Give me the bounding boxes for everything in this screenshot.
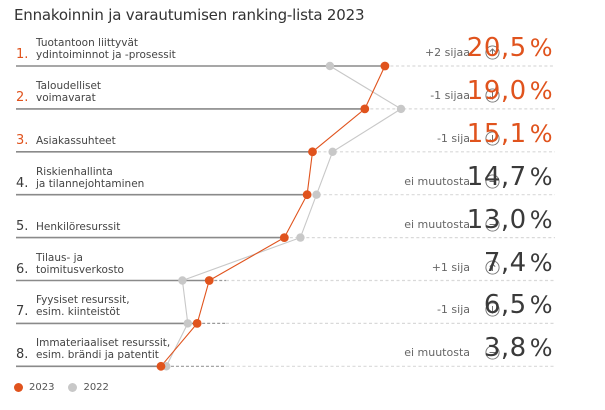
rank-number: 7. xyxy=(16,304,29,320)
chart-title: Ennakoinnin ja varautumisen ranking-list… xyxy=(14,6,365,24)
row-label-line: ja tilannejohtaminen xyxy=(36,177,145,190)
row-label-line: Asiakassuhteet xyxy=(36,134,116,147)
share-number: 13,0 xyxy=(466,204,527,235)
rank-change-text: -1 sija xyxy=(436,303,470,317)
percent-sign: % xyxy=(529,205,553,234)
rank-change-text: -1 sija xyxy=(436,131,470,145)
share-number: 20,5 xyxy=(466,33,527,63)
share-value: 14,7% xyxy=(467,162,553,192)
rank-change-text: -1 sijaa xyxy=(430,88,470,102)
share-value: 19,0% xyxy=(467,76,553,106)
legend-swatch-2023 xyxy=(14,383,23,392)
row-label-line: Fyysiset resurssit, xyxy=(36,294,130,307)
row-label: Taloudelliset voimavarat xyxy=(36,80,101,104)
legend-swatch-2022 xyxy=(68,383,78,392)
row-label-line: Henkilöresurssit xyxy=(36,220,121,233)
arrow-up-circle-icon xyxy=(485,45,500,60)
share-number: 6,5 xyxy=(483,290,527,321)
point-2023 xyxy=(308,147,317,157)
arrow-up-circle-icon xyxy=(485,259,500,275)
percent-sign: % xyxy=(529,119,553,148)
point-2023 xyxy=(302,190,312,200)
row-label: Henkilöresurssit xyxy=(36,221,120,233)
row-label: Asiakassuhteet xyxy=(36,135,116,147)
row-label: Fyysiset resurssit, esim. kiinteistöt xyxy=(36,294,130,318)
rank-number: 2. xyxy=(16,89,29,105)
percent-sign: % xyxy=(529,334,553,363)
rank-number: 4. xyxy=(16,175,29,191)
row-label: Tuotantoon liittyvät ydintoiminnot ja -pr… xyxy=(36,37,176,61)
rank-number: 6. xyxy=(16,261,29,277)
point-2023 xyxy=(156,361,166,371)
series-2023-line xyxy=(160,65,386,367)
row-label-line: esim. brändi ja patentit xyxy=(36,349,159,362)
minus-circle-icon xyxy=(485,217,500,232)
arrow-down-circle-icon xyxy=(485,302,500,317)
share-number: 14,7 xyxy=(466,161,527,192)
point-2023 xyxy=(204,276,214,285)
share-value: 3,8% xyxy=(484,333,553,363)
legend-label-2023: 2023 xyxy=(29,382,55,393)
point-2023 xyxy=(360,104,370,114)
row-label-line: Tuotantoon liittyvät xyxy=(36,37,139,49)
rank-number: 3. xyxy=(16,132,29,148)
point-2022 xyxy=(312,190,321,199)
rank-change-text: ei muutosta xyxy=(404,346,470,360)
row-label-line: Tilaus- ja xyxy=(36,251,83,264)
rank-change-text: ei muutosta xyxy=(404,217,470,231)
point-2022 xyxy=(183,319,192,328)
percent-sign: % xyxy=(529,291,553,320)
share-number: 3,8 xyxy=(483,333,527,364)
point-2022 xyxy=(325,61,335,71)
rank-change-text: ei muutosta xyxy=(404,174,470,188)
point-2023 xyxy=(192,319,202,328)
series-2022-line xyxy=(165,65,403,367)
row-label-line: esim. kiinteistöt xyxy=(36,306,120,319)
share-value: 15,1% xyxy=(467,119,553,149)
point-2023 xyxy=(279,233,289,243)
row-label-line: Taloudelliset xyxy=(36,79,102,92)
legend: 2023 2022 xyxy=(14,382,123,393)
minus-circle-icon xyxy=(485,174,500,189)
rank-number: 8. xyxy=(16,347,29,363)
rank-change-text: +2 sijaa xyxy=(424,46,470,59)
percent-sign: % xyxy=(529,248,553,277)
point-2022 xyxy=(328,147,337,156)
row-label-line: toimitusverkosto xyxy=(36,263,124,276)
row-label: Riskienhallinta ja tilannejohtaminen xyxy=(36,166,144,190)
point-2022 xyxy=(178,276,187,285)
minus-circle-icon xyxy=(485,345,500,360)
row-label-line: voimavarat xyxy=(36,91,96,104)
share-value: 6,5% xyxy=(484,290,553,320)
row-label-line: Riskienhallinta xyxy=(36,165,113,178)
row-label-line: ydintoiminnot ja -prosessit xyxy=(36,49,176,61)
point-2022 xyxy=(396,104,406,114)
legend-item-2023: 2023 xyxy=(14,382,54,393)
percent-sign: % xyxy=(529,162,553,191)
rank-number: 5. xyxy=(16,218,29,234)
row-label-line: Immateriaaliset resurssit, xyxy=(36,337,171,350)
share-value: 13,0% xyxy=(467,205,553,235)
row-label: Tilaus- ja toimitusverkosto xyxy=(36,252,124,276)
point-2022 xyxy=(296,233,305,242)
rank-change-text: +1 sija xyxy=(431,260,470,274)
share-number: 7,4 xyxy=(483,247,527,278)
point-2023 xyxy=(380,61,390,71)
legend-label-2022: 2022 xyxy=(83,382,109,393)
arrow-down-circle-icon xyxy=(485,131,500,146)
share-number: 15,1 xyxy=(466,118,527,149)
share-number: 19,0 xyxy=(466,75,527,106)
percent-sign: % xyxy=(529,76,553,105)
share-value: 7,4% xyxy=(484,248,553,278)
share-value: 20,5% xyxy=(467,33,553,63)
row-label: Immateriaaliset resurssit, esim. brändi j… xyxy=(36,337,170,361)
legend-item-2022: 2022 xyxy=(68,382,109,393)
rank-number: 1. xyxy=(16,47,29,62)
percent-sign: % xyxy=(529,34,553,62)
arrow-down-circle-icon xyxy=(485,88,500,103)
